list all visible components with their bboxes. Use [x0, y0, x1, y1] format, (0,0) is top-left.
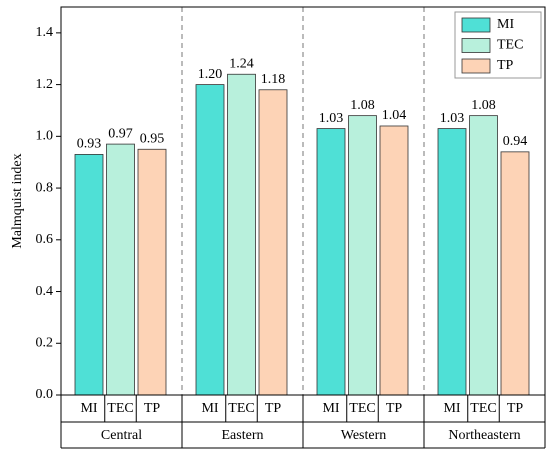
value-label: 1.04 [382, 108, 407, 123]
sub-category-label: MI [80, 401, 97, 416]
y-tick-label: 0.6 [36, 232, 54, 247]
group-label: Central [101, 428, 142, 443]
bar [74, 154, 104, 396]
y-axis-label: Malmquist index [10, 153, 25, 248]
bar [316, 128, 346, 396]
bar [500, 151, 530, 396]
value-label: 1.24 [229, 56, 254, 71]
value-label: 1.03 [319, 111, 344, 126]
value-label: 1.08 [350, 98, 375, 113]
sub-category-label: MI [443, 401, 460, 416]
value-label: 0.94 [503, 134, 528, 149]
y-tick-label: 0.0 [36, 387, 54, 402]
bar [106, 143, 135, 396]
group-label: Eastern [222, 428, 264, 443]
legend-label: TP [497, 58, 514, 73]
sub-category-label: TP [507, 401, 524, 416]
y-tick-label: 0.2 [36, 335, 54, 350]
sub-category-label: MI [201, 401, 218, 416]
value-label: 1.20 [198, 67, 223, 82]
y-tick-label: 1.4 [36, 25, 54, 40]
sub-category-label: TEC [349, 401, 375, 416]
value-label: 0.93 [77, 137, 102, 152]
sub-category-label: TP [144, 401, 161, 416]
y-tick-label: 0.4 [36, 284, 54, 299]
legend-swatch [461, 17, 491, 33]
bar [258, 89, 288, 396]
y-tick-label: 1.0 [36, 129, 54, 144]
bar [137, 148, 167, 396]
value-label: 0.97 [108, 126, 133, 141]
legend-swatch [461, 38, 491, 53]
value-label: 0.95 [140, 131, 165, 146]
bar [379, 125, 409, 396]
bar [348, 115, 377, 396]
bar [437, 128, 467, 396]
legend-label: TEC [497, 38, 523, 53]
legend-swatch [461, 58, 491, 74]
sub-category-label: TEC [470, 401, 496, 416]
legend-label: MI [497, 17, 514, 32]
sub-category-label: MI [322, 401, 339, 416]
sub-category-label: TP [265, 401, 282, 416]
bar [469, 115, 498, 396]
group-label: Northeastern [448, 428, 520, 443]
group-label: Western [341, 428, 387, 443]
y-tick-label: 1.2 [36, 77, 54, 92]
plot-frame [60, 6, 546, 396]
bar [195, 84, 225, 396]
value-label: 1.08 [471, 98, 496, 113]
value-label: 1.03 [440, 111, 465, 126]
sub-category-label: TEC [107, 401, 133, 416]
y-tick-label: 0.8 [36, 180, 54, 195]
bar [227, 73, 256, 396]
sub-category-label: TEC [228, 401, 254, 416]
sub-category-label: TP [386, 401, 403, 416]
value-label: 1.18 [261, 72, 286, 87]
